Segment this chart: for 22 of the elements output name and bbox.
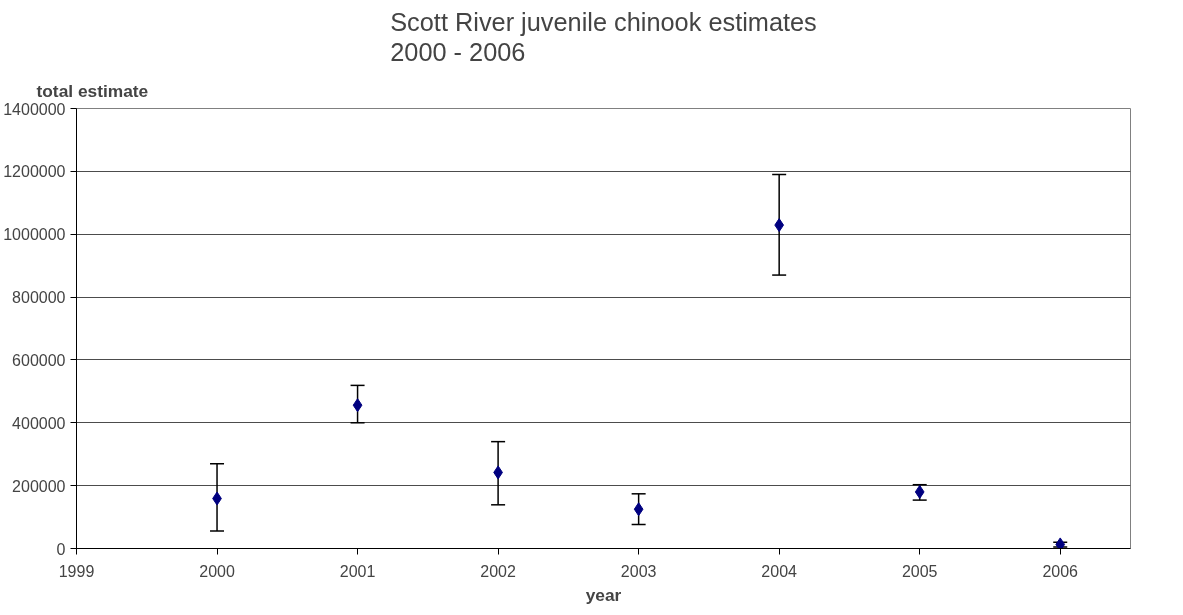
x-axis-title: year xyxy=(585,584,622,605)
y-tick-label: 0 xyxy=(56,540,66,558)
y-tick-label: 1000000 xyxy=(3,226,66,244)
x-tick-label: 2000 xyxy=(199,562,235,580)
y-tick-label: 400000 xyxy=(12,414,66,432)
x-tick-label: 2002 xyxy=(480,562,516,580)
chart-title: Scott River juvenile chinook estimates 2000 - 2006 xyxy=(390,7,817,67)
point xyxy=(633,502,644,517)
y-tick-label: 1200000 xyxy=(3,163,66,181)
x-tick-label: 2003 xyxy=(620,562,657,580)
x-tick-label: 2006 xyxy=(1042,562,1079,580)
x-tick-label: 2001 xyxy=(339,562,376,580)
x-tick-label: 2005 xyxy=(901,562,938,580)
x-tick-label: 1999 xyxy=(58,562,95,580)
x-tick-label: 2004 xyxy=(761,562,798,580)
y-tick-label: 200000 xyxy=(12,477,66,495)
point xyxy=(352,398,363,413)
y-tick-label: 1400000 xyxy=(3,100,66,118)
point xyxy=(1055,537,1066,549)
y-tick-label: 800000 xyxy=(12,289,66,307)
y-axis-title: total estimate xyxy=(36,81,149,101)
y-tick-label: 600000 xyxy=(12,351,66,369)
